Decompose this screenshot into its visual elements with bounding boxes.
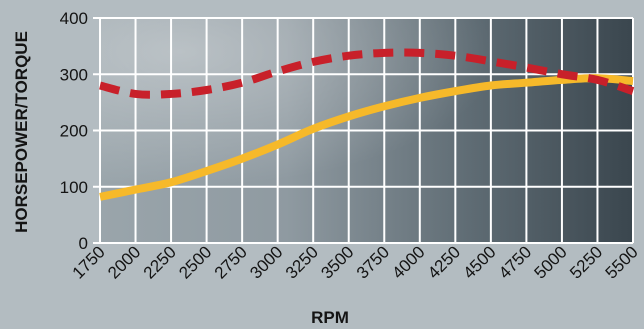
y-tick-label: 200 <box>60 122 88 141</box>
series-layer <box>99 48 635 201</box>
y-tick-label: 400 <box>60 9 88 28</box>
x-tick-label: 4000 <box>388 242 428 282</box>
x-tick-label: 3250 <box>282 242 322 282</box>
x-tick-label: 4250 <box>424 242 464 282</box>
y-tick-label: 300 <box>60 65 88 84</box>
x-axis-label: RPM <box>311 308 349 327</box>
x-tick-label: 2750 <box>211 242 251 282</box>
y-tick-label: 0 <box>79 234 88 253</box>
x-tick-label: 2500 <box>175 242 215 282</box>
x-tick-label: 4500 <box>460 242 500 282</box>
x-tick-label: 3750 <box>353 242 393 282</box>
x-tick-label: 5000 <box>531 242 571 282</box>
axes <box>93 17 633 244</box>
x-tick-label: 3500 <box>317 242 357 282</box>
x-tick-label: 3000 <box>246 242 286 282</box>
x-tick-label: 4750 <box>495 242 535 282</box>
solid-series-line <box>99 74 634 201</box>
y-tick-labels: 0 100 200 300 400 <box>60 9 88 253</box>
x-tick-label: 2250 <box>140 242 180 282</box>
x-tick-label: 2000 <box>104 242 144 282</box>
y-tick-label: 100 <box>60 178 88 197</box>
x-tick-label: 5500 <box>602 242 642 282</box>
y-axis-label: HORSEPOWER/TORQUE <box>12 31 31 233</box>
x-tick-labels: 1750200022502500275030003250350037504000… <box>69 242 642 282</box>
dashed-series-line <box>99 48 635 99</box>
x-tick-label: 5250 <box>566 242 606 282</box>
x-tick-label: 1750 <box>69 242 109 282</box>
